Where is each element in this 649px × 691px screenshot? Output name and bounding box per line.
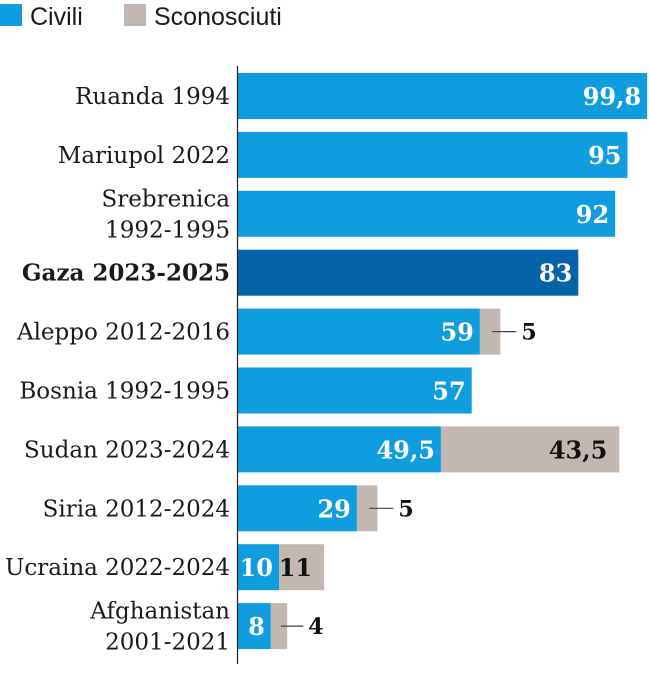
value-label-civili: 95: [588, 141, 621, 170]
category-label: Srebrenica 1992-1995: [102, 186, 231, 243]
bar-civili: [238, 544, 279, 591]
bar-civili: [238, 131, 628, 178]
legend-label-sconosciuti: Sconosciuti: [154, 3, 282, 31]
category-label-line: Sudan 2023-2024: [24, 437, 230, 463]
value-label-sconosciuti: 43,5: [549, 435, 607, 464]
category-label-line: Srebrenica: [102, 186, 231, 212]
bar-sconosciuti: [356, 485, 378, 532]
value-label-sconosciuti: 11: [279, 553, 312, 582]
bar-civili: [238, 249, 579, 296]
legend-label-civili: Civili: [30, 3, 83, 31]
legend-swatch-sconosciuti: [124, 4, 146, 26]
bar-sconosciuti: [270, 603, 288, 650]
category-label: Sudan 2023-2024: [24, 437, 230, 463]
bar-civili: [238, 426, 441, 473]
category-label-line: Gaza 2023-2025: [22, 260, 230, 287]
category-label: Aleppo 2012-2016: [16, 320, 230, 346]
value-label-civili: 92: [576, 200, 609, 229]
bar-civili: [238, 485, 357, 532]
value-label-civili: 57: [432, 377, 465, 406]
value-label-civili: 99,8: [583, 82, 641, 111]
category-label-line: Afghanistan: [89, 599, 230, 625]
bar-civili: [238, 73, 648, 119]
bar-sconosciuti: [479, 308, 501, 355]
category-label: Ucraina 2022-2024: [5, 555, 230, 581]
category-label: Bosnia 1992-1995: [19, 379, 230, 405]
bar-sconosciuti: [279, 544, 325, 591]
value-label-civili: 8: [248, 612, 265, 641]
bar-civili: [238, 308, 480, 355]
category-label: Afghanistan 2001-2021: [89, 599, 230, 656]
category-label-line: Siria 2012-2024: [43, 496, 230, 522]
category-label: Mariupol 2022: [58, 143, 230, 169]
category-label-line: Ruanda 1994: [75, 84, 230, 110]
category-label: Siria 2012-2024: [43, 496, 230, 522]
value-label-civili: 29: [317, 494, 350, 523]
legend-swatch-civili: [0, 4, 22, 26]
value-label-civili: 10: [240, 553, 273, 582]
category-label: Ruanda 1994: [75, 84, 230, 110]
bar-civili: [238, 190, 616, 237]
value-label-civili: 49,5: [376, 435, 434, 464]
value-label-sconosciuti: 4: [308, 614, 323, 640]
legend: Civili Sconosciuti: [0, 3, 282, 31]
bars-group: 99,8 95 92 83 59 5 57 49,5 43,5 29 5 10 11 8 4: [238, 73, 648, 650]
bar-civili: [238, 603, 271, 650]
category-label-line: 1992-1995: [105, 217, 230, 243]
category-label-line: Ucraina 2022-2024: [5, 555, 230, 581]
category-labels: Ruanda 1994 Mariupol 2022 Srebrenica 1992-1…: [5, 84, 230, 656]
bar-sconosciuti: [440, 426, 620, 473]
category-label-line: Mariupol 2022: [58, 143, 230, 169]
value-label-civili: 83: [539, 259, 572, 288]
bar-civili: [238, 367, 472, 414]
category-label: Gaza 2023-2025: [22, 260, 230, 287]
value-label-civili: 59: [440, 318, 473, 347]
category-label-line: Aleppo 2012-2016: [16, 320, 230, 346]
category-label-line: 2001-2021: [105, 630, 230, 656]
category-label-line: Bosnia 1992-1995: [19, 379, 230, 405]
value-label-sconosciuti: 5: [398, 496, 413, 522]
value-label-sconosciuti: 5: [521, 320, 536, 346]
